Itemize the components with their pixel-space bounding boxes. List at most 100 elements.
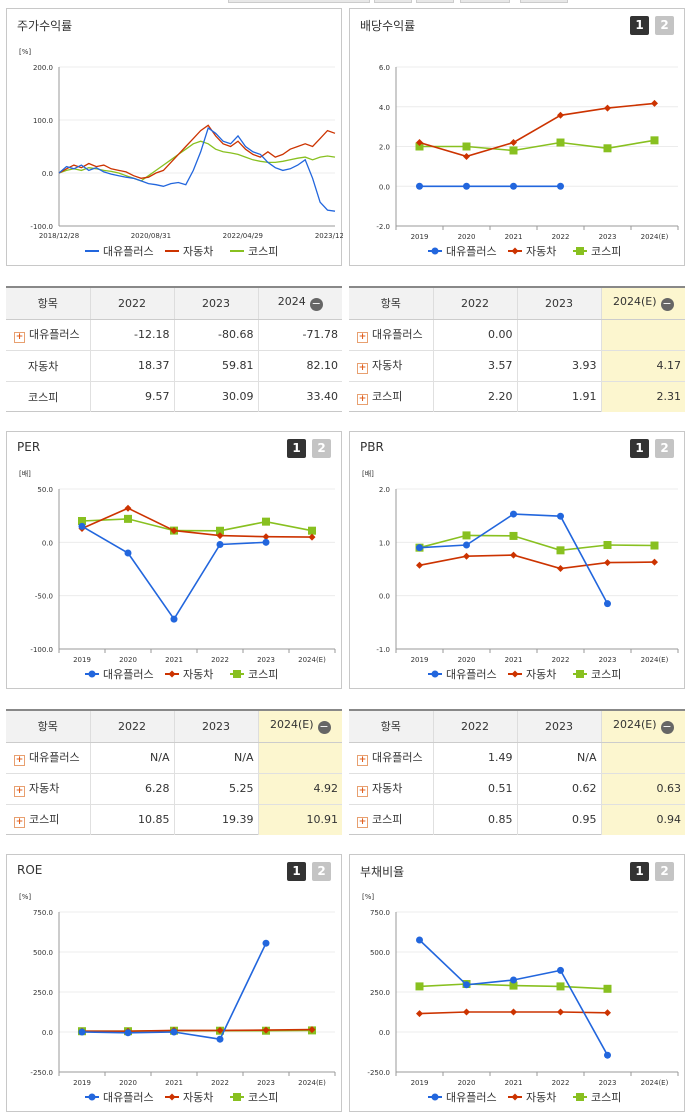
expand-icon[interactable]: + bbox=[357, 817, 368, 829]
x-tick-label: 2018/12/28 bbox=[39, 232, 79, 240]
data-point bbox=[78, 522, 86, 530]
y-tick-label: 0.0 bbox=[42, 539, 53, 547]
y-tick-label: 1.0 bbox=[379, 539, 390, 547]
expand-icon[interactable]: + bbox=[14, 817, 25, 829]
data-point bbox=[262, 538, 270, 546]
view-1-button[interactable]: 1 bbox=[630, 439, 649, 458]
series-line bbox=[418, 939, 609, 1056]
panel-title: PBR bbox=[360, 440, 384, 454]
table-cell: 19.39 bbox=[173, 804, 258, 835]
view-1-button[interactable]: 1 bbox=[287, 862, 306, 881]
top-tab[interactable] bbox=[228, 0, 370, 3]
data-point bbox=[124, 1029, 132, 1037]
x-tick-label: 2022 bbox=[552, 1079, 570, 1087]
collapse-icon[interactable]: − bbox=[660, 297, 674, 312]
data-point bbox=[604, 600, 611, 608]
data-point bbox=[262, 533, 270, 541]
table-cell: -71.78 bbox=[257, 319, 342, 351]
view-1-button[interactable]: 1 bbox=[287, 439, 306, 458]
expand-icon[interactable]: + bbox=[357, 394, 368, 406]
legend-label: 코스피 bbox=[248, 245, 278, 258]
legend-label: 대유플러스 bbox=[103, 245, 154, 258]
x-tick-label: 2020 bbox=[458, 233, 476, 241]
dividend-yield-table: 항목 2022 2023 2024(E) − + 대유플러스 0.00 + 자동차 3.57 3.93… bbox=[349, 286, 685, 412]
unit-label: [%] bbox=[19, 893, 31, 901]
x-tick-label: 2021 bbox=[165, 1079, 183, 1087]
x-tick-label: 2021 bbox=[165, 656, 183, 664]
table-cell: N/A bbox=[173, 742, 258, 774]
data-point bbox=[604, 559, 611, 567]
view-1-button[interactable]: 1 bbox=[630, 16, 649, 35]
table-cell bbox=[600, 319, 685, 351]
data-point bbox=[463, 152, 470, 160]
top-tab[interactable] bbox=[416, 0, 454, 3]
data-point bbox=[415, 142, 424, 151]
expand-icon[interactable]: + bbox=[357, 786, 368, 797]
top-tab[interactable] bbox=[520, 0, 568, 3]
x-tick-label: 2023 bbox=[599, 1079, 617, 1087]
series-line bbox=[81, 507, 313, 538]
view-2-button[interactable]: 2 bbox=[312, 862, 331, 881]
data-point bbox=[557, 564, 564, 572]
data-point bbox=[510, 510, 517, 518]
table-cell: 82.10 bbox=[257, 350, 342, 382]
chart-svg: [배] 2.0 1.0 0.0 -1.0 2019 2020 2021 2022 2023 2024… bbox=[362, 469, 679, 681]
collapse-icon[interactable]: − bbox=[309, 297, 323, 312]
column-header: 항목 bbox=[349, 288, 433, 320]
data-point bbox=[88, 670, 96, 678]
table-cell: 9.57 bbox=[89, 381, 174, 412]
data-point bbox=[509, 531, 518, 540]
data-point bbox=[462, 142, 471, 151]
legend-label: 코스피 bbox=[248, 668, 278, 681]
legend-label: 자동차 bbox=[183, 668, 213, 681]
data-point bbox=[511, 670, 519, 678]
expand-icon[interactable]: + bbox=[14, 332, 25, 343]
expand-icon[interactable]: + bbox=[357, 332, 368, 343]
table-cell: 0.00 bbox=[432, 319, 517, 351]
data-point bbox=[170, 1028, 178, 1036]
x-tick-label: 2020 bbox=[458, 656, 476, 664]
table-cell bbox=[600, 742, 685, 774]
expand-icon[interactable]: + bbox=[357, 363, 368, 374]
data-point bbox=[510, 551, 517, 559]
table-cell: -80.68 bbox=[173, 319, 258, 351]
legend-label: 대유플러스 bbox=[446, 245, 497, 258]
table-cell: 10.85 bbox=[89, 804, 174, 835]
series-line bbox=[81, 518, 313, 532]
expand-icon[interactable]: + bbox=[14, 755, 25, 766]
y-tick-label: 50.0 bbox=[37, 486, 53, 494]
y-tick-label: 500.0 bbox=[33, 949, 53, 957]
expand-icon[interactable]: + bbox=[357, 755, 368, 766]
x-tick-label: 2021 bbox=[505, 1079, 523, 1087]
x-tick-label: 2019 bbox=[73, 656, 91, 664]
top-tab[interactable] bbox=[374, 0, 412, 3]
data-point bbox=[603, 984, 612, 993]
legend-label: 자동차 bbox=[183, 1091, 213, 1104]
view-2-button[interactable]: 2 bbox=[655, 439, 674, 458]
table-cell: 3.57 bbox=[432, 350, 517, 382]
y-tick-label: 750.0 bbox=[370, 909, 390, 917]
y-tick-label: 200.0 bbox=[33, 64, 53, 72]
row-label: + 코스피 bbox=[357, 390, 403, 406]
view-2-button[interactable]: 2 bbox=[655, 16, 674, 35]
data-point bbox=[431, 247, 439, 255]
row-label: + 자동차 bbox=[6, 773, 90, 805]
column-header: 2022 bbox=[432, 288, 517, 320]
x-tick-label: 2020 bbox=[119, 1079, 137, 1087]
collapse-icon[interactable]: − bbox=[317, 720, 331, 735]
table-cell: 6.28 bbox=[89, 773, 174, 805]
data-point bbox=[463, 981, 470, 989]
x-tick-label: 2022/04/29 bbox=[223, 232, 263, 240]
view-1-button[interactable]: 1 bbox=[630, 862, 649, 881]
collapse-icon[interactable]: − bbox=[660, 720, 674, 735]
view-2-button[interactable]: 2 bbox=[655, 862, 674, 881]
panel-title: 부채비율 bbox=[360, 865, 405, 879]
view-2-button[interactable]: 2 bbox=[312, 439, 331, 458]
top-tab[interactable] bbox=[460, 0, 510, 3]
table-cell: 33.40 bbox=[257, 381, 342, 412]
data-point bbox=[462, 531, 471, 540]
data-point bbox=[216, 1035, 224, 1043]
expand-icon[interactable]: + bbox=[14, 786, 25, 797]
data-point bbox=[416, 139, 423, 147]
